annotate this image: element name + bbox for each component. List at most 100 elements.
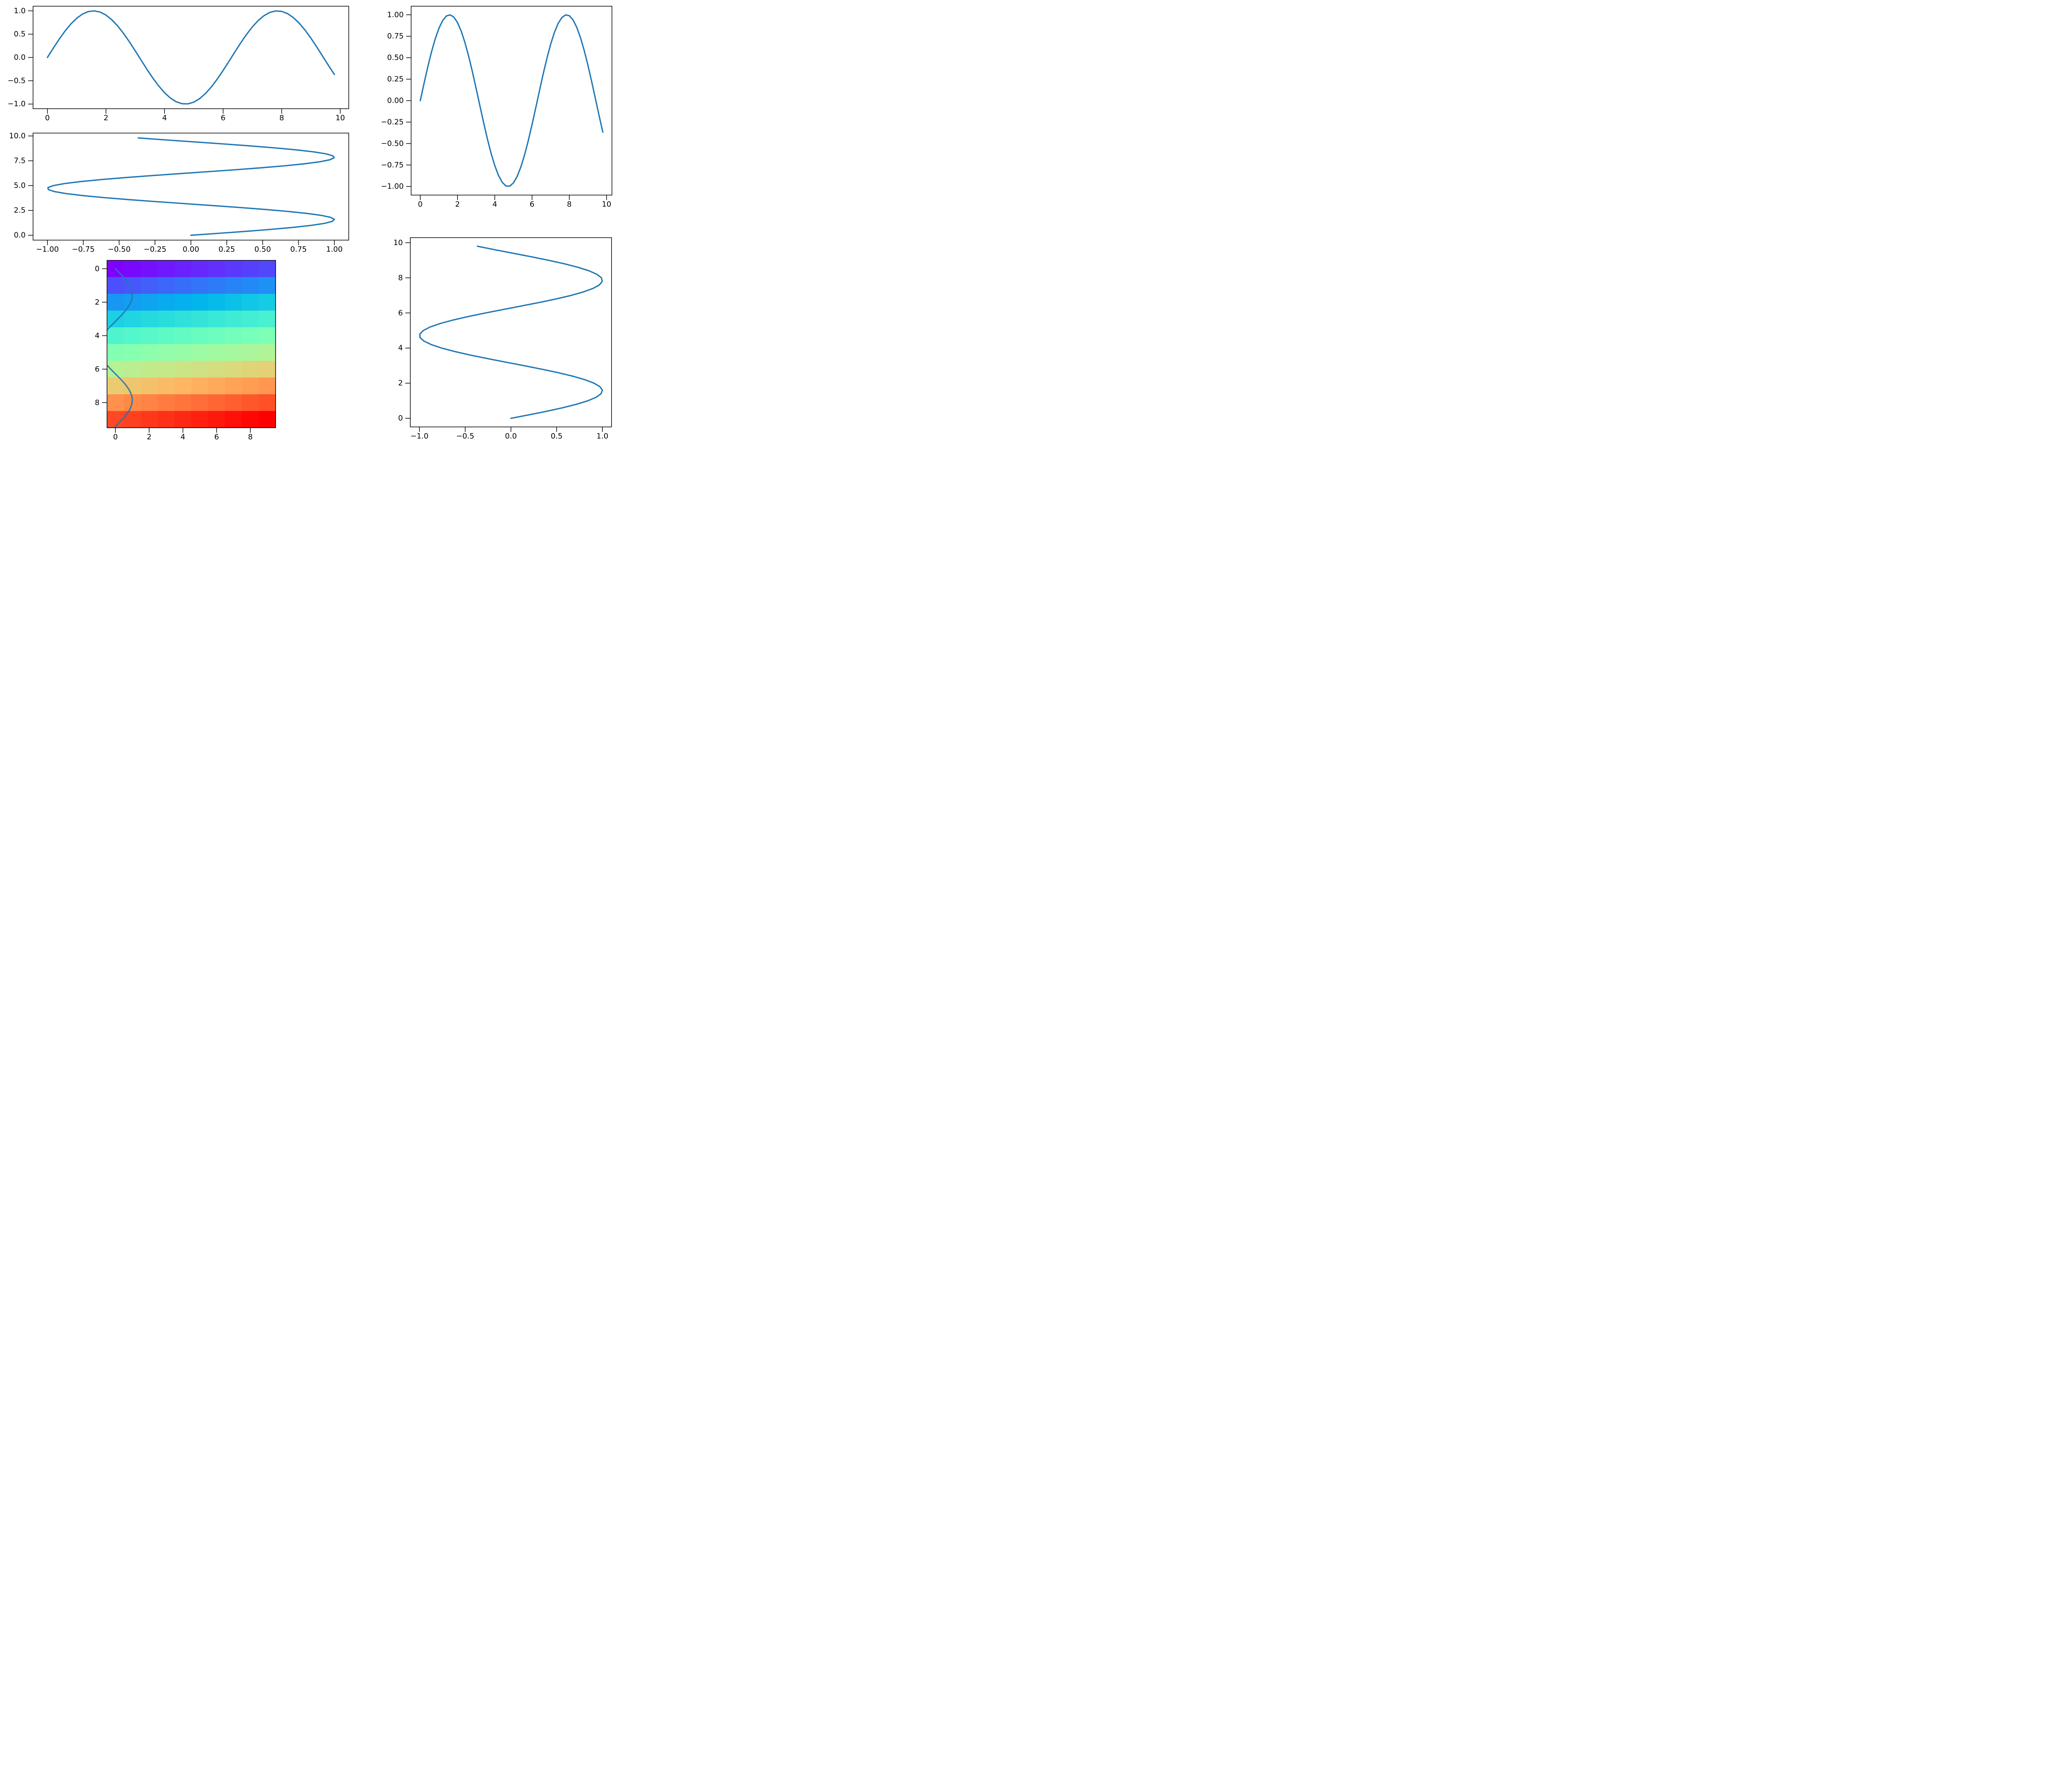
- x-tick-label: 1.0: [597, 432, 609, 441]
- x-tick-label: 0.50: [255, 245, 271, 254]
- y-tick-label: 1.0: [14, 7, 26, 15]
- y-tick-label: 2: [95, 298, 100, 307]
- heatmap-cell: [157, 294, 175, 311]
- x-tick-label: −0.5: [456, 432, 474, 441]
- x-tick-label: −1.00: [36, 245, 59, 254]
- x-tick-label: 4: [162, 114, 167, 122]
- y-tick-label: 4: [95, 331, 100, 340]
- heatmap-cell: [242, 344, 259, 361]
- heatmap-cell: [124, 344, 141, 361]
- x-tick-label: 2: [147, 433, 151, 441]
- heatmap-cell: [174, 411, 192, 428]
- heatmap-cell: [191, 294, 209, 311]
- heatmap-cell: [242, 260, 259, 278]
- heatmap-cell: [208, 277, 226, 294]
- heatmap-cell: [107, 361, 124, 378]
- x-tick-label: 4: [181, 433, 185, 441]
- heatmap-cell: [208, 394, 226, 412]
- subplot-rainbow-heatmap: 0 2 4 6 8 0 2 4 6 8: [95, 260, 276, 441]
- y-tick-label: 8: [398, 274, 403, 282]
- x-tick-label: −1.0: [410, 432, 428, 441]
- x-tick-label: 0.5: [551, 432, 563, 441]
- heatmap-cell: [140, 294, 158, 311]
- heatmap-cell: [174, 394, 192, 412]
- x-tick-label: 0.00: [183, 245, 199, 254]
- y-tick-label: 0.25: [387, 75, 404, 83]
- y-tick-label: −0.75: [381, 161, 404, 169]
- rainbow-heatmap-canvas: 0 2 4 6 8 0 2 4 6 8: [95, 260, 276, 441]
- x-tick-label: 10: [602, 200, 611, 209]
- x-tick-label: 0: [418, 200, 422, 209]
- x-tick-label: 4: [493, 200, 497, 209]
- heatmap-cell: [242, 327, 259, 345]
- heatmap-cell: [242, 277, 259, 294]
- heatmap-cell: [191, 327, 209, 345]
- heatmap-cell: [225, 260, 242, 278]
- heatmap-cell: [191, 344, 209, 361]
- heatmap-cell: [174, 361, 192, 378]
- y-tick-label: 8: [95, 398, 100, 407]
- heatmap-cell: [259, 310, 276, 328]
- heatmap-cell: [208, 377, 226, 395]
- heatmap-cell: [157, 310, 175, 328]
- y-tick-label: −1.00: [381, 182, 404, 191]
- x-tick-label: −0.75: [72, 245, 95, 254]
- heatmap-cell: [225, 394, 242, 412]
- y-tick-label: 0.0: [14, 53, 26, 62]
- heatmap-cell: [191, 411, 209, 428]
- heatmap-cell: [140, 277, 158, 294]
- heatmap-cell: [140, 310, 158, 328]
- heatmap-cell: [242, 394, 259, 412]
- y-tick-label: 10.0: [9, 131, 26, 140]
- heatmap-cell: [208, 411, 226, 428]
- heatmap-cell: [157, 361, 175, 378]
- heatmap-cell: [259, 344, 276, 361]
- y-tick-label: 6: [95, 365, 100, 374]
- axes-spines: [33, 133, 349, 241]
- heatmap-cell: [124, 327, 141, 345]
- axes-spines: [107, 260, 276, 428]
- heatmap-cell: [157, 260, 175, 278]
- y-tick-label: 2: [398, 379, 403, 388]
- heatmap-cell: [107, 327, 124, 345]
- heatmap-cell: [140, 344, 158, 361]
- y-tick-label: 1.00: [387, 10, 404, 19]
- y-tick-label: 7.5: [14, 157, 26, 165]
- y-tick-label: −0.25: [381, 118, 404, 126]
- heatmap-cell: [157, 344, 175, 361]
- heatmap-cell: [242, 377, 259, 395]
- heatmap-cell: [140, 327, 158, 345]
- x-tick-label: 10: [336, 114, 345, 122]
- x-tick-label: 0.0: [505, 432, 517, 441]
- heatmap-cell: [140, 377, 158, 395]
- heatmap-cell: [107, 294, 124, 311]
- axes-spines: [411, 6, 612, 195]
- x-tick-label: 6: [221, 114, 225, 122]
- heatmap-cell: [174, 277, 192, 294]
- heatmap-cell: [107, 344, 124, 361]
- sine-sideways-bottom-right-canvas: −1.0 −0.5 0.0 0.5 1.0 0 2 4 6 8 10: [393, 237, 612, 441]
- heatmap-cell: [157, 394, 175, 412]
- heatmap-cell: [191, 361, 209, 378]
- heatmap-cell: [259, 294, 276, 311]
- heatmap-cell: [174, 310, 192, 328]
- heatmap-cell: [208, 294, 226, 311]
- sine-top-right-canvas: 0 2 4 6 8 10 −1.00 −0.75 −0.50 −0.25 0.00 0.25 0.50 0…: [381, 6, 612, 209]
- x-tick-label: −0.25: [144, 245, 167, 254]
- x-tick-label: 8: [279, 114, 284, 122]
- subplot-sine-sideways-middle-left: −1.00 −0.75 −0.50 −0.25 0.00 0.25 0.50 0.75 1.00…: [9, 131, 349, 254]
- heatmap-cell: [107, 394, 124, 412]
- heatmap-cell: [107, 277, 124, 294]
- x-tick-label: 0.75: [290, 245, 307, 254]
- y-tick-label: 0.75: [387, 32, 404, 41]
- heatmap-cell: [259, 394, 276, 412]
- heatmap-cell: [157, 411, 175, 428]
- y-tick-label: 4: [398, 344, 403, 353]
- y-tick-label: 10: [393, 238, 403, 247]
- sine-curve: [47, 10, 335, 105]
- sine-curve: [419, 245, 603, 419]
- heatmap-cell: [174, 260, 192, 278]
- matplotlib-figure: 0 2 4 6 8 10 −1.0 −0.5 0.0 0.5 1.0 −1.00 −0.75 −0.50…: [0, 0, 616, 448]
- x-tick-label: 8: [567, 200, 571, 209]
- subplot-sine-sideways-bottom-right: −1.0 −0.5 0.0 0.5 1.0 0 2 4 6 8 10: [393, 237, 612, 441]
